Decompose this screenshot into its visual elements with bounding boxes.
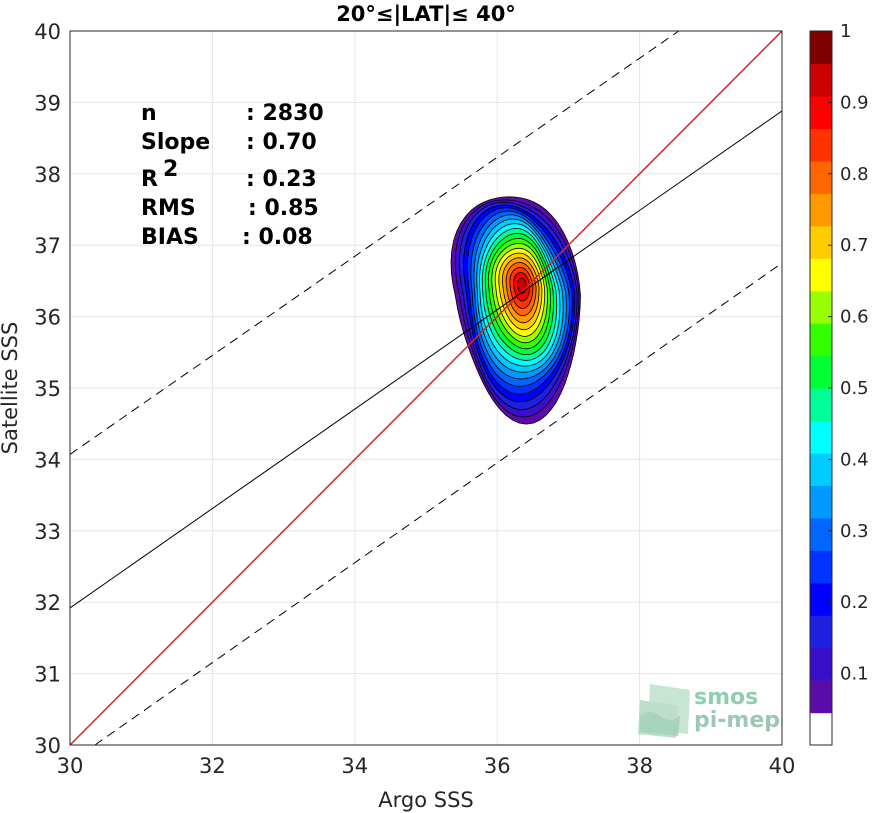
colorbar-tick-label: 0.4 bbox=[840, 449, 869, 470]
y-tick-labels: 30 31 32 33 34 35 36 37 38 39 40 bbox=[34, 20, 61, 758]
regression-line bbox=[69, 110, 783, 609]
stat-label: R bbox=[141, 167, 158, 192]
colorbar-tick-label: 0.1 bbox=[840, 664, 869, 685]
fit-lines bbox=[69, 30, 783, 746]
density-contours bbox=[450, 196, 581, 425]
colorbar-tick-label: 0.6 bbox=[840, 307, 869, 328]
colorbar-tick-label: 0.3 bbox=[840, 521, 869, 542]
y-tick-label: 39 bbox=[34, 91, 61, 115]
colorbar-segment bbox=[810, 647, 832, 681]
colorbar-segment bbox=[810, 485, 832, 519]
stat-value: : 0.23 bbox=[246, 167, 317, 192]
x-tick-label: 36 bbox=[484, 754, 511, 778]
colorbar bbox=[809, 30, 833, 746]
watermark-pi-mep: pi-mep bbox=[694, 708, 780, 733]
colorbar-tick-label: 0.8 bbox=[840, 164, 869, 185]
colorbar-segment bbox=[810, 193, 832, 227]
stat-label: RMS bbox=[141, 196, 196, 221]
stat-label-superscript: 2 bbox=[163, 157, 178, 182]
stat-label: Slope bbox=[141, 130, 210, 155]
colorbar-segment bbox=[810, 517, 832, 551]
smos-pi-mep-watermark: smos pi-mep bbox=[638, 684, 780, 738]
x-tick-labels: 30 32 34 36 38 40 bbox=[57, 754, 796, 778]
colorbar-tick-label: 0.7 bbox=[840, 235, 869, 256]
x-tick-label: 38 bbox=[626, 754, 653, 778]
colorbar-segment bbox=[810, 712, 832, 746]
y-tick-label: 31 bbox=[34, 663, 61, 687]
y-tick-label: 30 bbox=[34, 734, 61, 758]
colorbar-tick-labels: 0.1 0.2 0.3 0.4 0.5 0.6 0.7 0.8 0.9 1 bbox=[828, 21, 869, 685]
y-tick-label: 40 bbox=[34, 20, 61, 44]
colorbar-tick-label: 0.5 bbox=[840, 378, 869, 399]
y-tick-label: 34 bbox=[34, 448, 61, 472]
colorbar-segment bbox=[810, 31, 832, 65]
plot-frame bbox=[69, 30, 783, 746]
x-tick-label: 40 bbox=[769, 754, 796, 778]
colorbar-segment bbox=[810, 680, 832, 714]
upper-bound-line bbox=[69, 30, 680, 455]
chart-title: 20°≤|LAT|≤ 40° bbox=[336, 2, 516, 27]
y-tick-label: 38 bbox=[34, 163, 61, 187]
stat-value: : 0.08 bbox=[242, 225, 313, 250]
colorbar-segment bbox=[810, 355, 832, 389]
colorbar-segment bbox=[810, 225, 832, 259]
colorbar-segment bbox=[810, 615, 832, 649]
colorbar-segment bbox=[810, 160, 832, 194]
watermark-logo-icon bbox=[638, 684, 690, 738]
lower-bound-line bbox=[94, 262, 783, 746]
colorbar-segment bbox=[810, 420, 832, 454]
y-tick-label: 32 bbox=[34, 591, 61, 615]
colorbar-segment bbox=[810, 323, 832, 357]
identity-line bbox=[69, 30, 783, 746]
y-tick-label: 35 bbox=[34, 377, 61, 401]
stat-value: : 0.70 bbox=[246, 130, 317, 155]
colorbar-tick-label: 0.9 bbox=[840, 92, 869, 113]
colorbar-segment bbox=[810, 128, 832, 162]
stat-value: : 0.85 bbox=[248, 196, 319, 221]
colorbar-segment bbox=[810, 95, 832, 129]
colorbar-segment bbox=[810, 582, 832, 616]
colorbar-tick-label: 1 bbox=[840, 21, 851, 42]
stat-label: BIAS bbox=[141, 225, 199, 250]
x-tick-label: 34 bbox=[341, 754, 368, 778]
y-tick-label: 33 bbox=[34, 520, 61, 544]
y-tick-label: 37 bbox=[34, 234, 61, 258]
stat-value: : 2830 bbox=[246, 101, 324, 126]
colorbar-segment bbox=[810, 290, 832, 324]
stat-label: n bbox=[141, 101, 157, 126]
colorbar-segment bbox=[810, 388, 832, 422]
y-axis-label: Satellite SSS bbox=[0, 322, 22, 455]
colorbar-segment bbox=[810, 452, 832, 486]
x-tick-label: 30 bbox=[57, 754, 84, 778]
colorbar-segment bbox=[810, 63, 832, 97]
x-tick-label: 32 bbox=[199, 754, 226, 778]
y-tick-label: 36 bbox=[34, 306, 61, 330]
stats-box: n : 2830 Slope : 0.70 R 2 : 0.23 RMS : 0.85 BIAS:… bbox=[141, 101, 324, 250]
colorbar-segment bbox=[810, 258, 832, 292]
x-axis-label: Argo SSS bbox=[378, 788, 473, 812]
colorbar-tick-label: 0.2 bbox=[840, 592, 869, 613]
watermark-smos: smos bbox=[694, 685, 758, 710]
colorbar-segment bbox=[810, 550, 832, 584]
